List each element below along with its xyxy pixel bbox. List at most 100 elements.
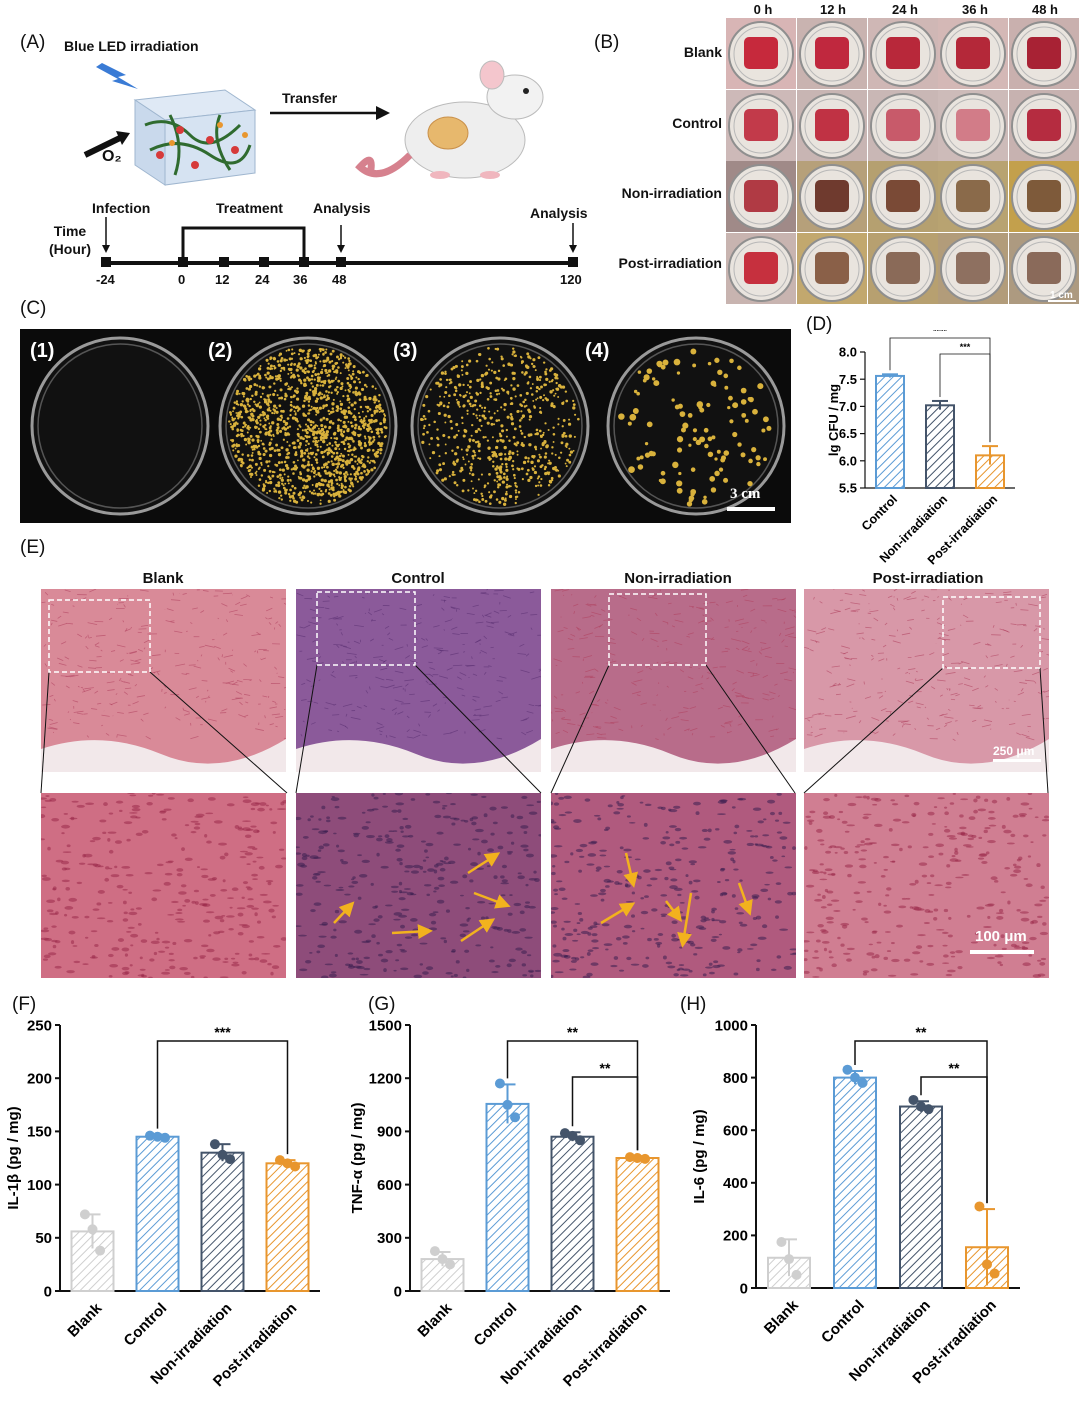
- lightning-icon: [96, 63, 138, 89]
- y-tick-label: 7.5: [839, 372, 857, 387]
- bar-non-irradiation: [200, 1151, 245, 1292]
- significance-label: **: [600, 1060, 611, 1076]
- tick-48: 48: [332, 272, 347, 287]
- data-point: [575, 1135, 586, 1146]
- y-tick-label: 900: [377, 1124, 402, 1141]
- y-tick-label: 100: [27, 1177, 52, 1194]
- wound-photo-blank-48-h: [1009, 18, 1080, 89]
- wound-photo-control-24-h: [867, 89, 938, 161]
- y-tick-label: 600: [377, 1177, 402, 1194]
- data-point: [791, 1269, 802, 1280]
- panel-d-label: (D): [806, 314, 833, 335]
- wound-photo-grid: [726, 18, 1080, 304]
- x-tick-label-control: Control: [818, 1297, 868, 1347]
- o2-label: O₂: [102, 148, 122, 165]
- data-point: [225, 1154, 236, 1165]
- wound-photo-non-irradiation-0-h: [726, 161, 796, 232]
- y-axis-label: lg CFU / mg: [826, 384, 841, 456]
- y-tick-label: 600: [723, 1122, 748, 1139]
- data-point: [87, 1224, 98, 1235]
- wound-photo-blank-0-h: [726, 18, 796, 89]
- analysis-label-1: Analysis: [313, 200, 371, 216]
- he-zoom-post-irradiation: [804, 793, 1049, 978]
- y-tick-label: 1200: [369, 1070, 402, 1087]
- data-point: [217, 1149, 228, 1160]
- time-header-2: 24 h: [891, 2, 918, 17]
- panel-e-label: (E): [20, 537, 46, 558]
- pointer-arrow: [623, 852, 639, 888]
- wound-photo-non-irradiation-48-h: [1009, 161, 1080, 232]
- pointer-arrow: [665, 900, 683, 922]
- panel-e-scale-top-bar: [993, 759, 1041, 762]
- he-title-control: Control: [391, 570, 445, 587]
- panel-e-scale-bottom: 100 μm: [975, 928, 1027, 945]
- significance-label: **: [567, 1024, 578, 1040]
- chart-g: 0 300 600 900 1200 1500 TNF-α (pg / mg) Blank Co…: [349, 1017, 670, 1390]
- significance-label: **: [916, 1024, 927, 1040]
- bar-post-irradiation: [615, 1157, 660, 1292]
- y-tick-label: 1500: [369, 1017, 402, 1034]
- data-point: [908, 1094, 919, 1105]
- mouse-icon: [355, 60, 544, 179]
- data-point: [784, 1254, 794, 1265]
- he-overview-blank: [41, 589, 286, 772]
- pointer-arrow: [737, 882, 753, 916]
- data-point: [95, 1245, 106, 1256]
- agar-plate-4: [606, 336, 786, 516]
- timeline-axis: [101, 217, 578, 267]
- he-zoom-blank: [41, 793, 286, 978]
- significance-label: ***: [214, 1024, 231, 1040]
- data-point: [857, 1077, 868, 1088]
- x-tick-label-blank: Blank: [761, 1296, 802, 1337]
- data-point: [850, 1072, 860, 1083]
- pointer-arrow: [677, 892, 693, 948]
- wound-photo-post-irradiation-36-h: [938, 232, 1009, 304]
- data-point: [974, 1201, 985, 1212]
- y-tick-label: 0: [44, 1283, 52, 1300]
- y-tick-label: 800: [723, 1070, 748, 1087]
- time-header-1: 12 h: [819, 2, 846, 17]
- wound-photo-post-irradiation-24-h: [867, 232, 938, 304]
- wound-row-label-control: Control: [672, 115, 722, 131]
- plates-photo: [20, 329, 791, 523]
- wound-photo-blank-24-h: [867, 18, 938, 89]
- bar-control: [875, 374, 905, 490]
- y-tick-label: 50: [35, 1230, 52, 1247]
- panel-e-scale-bottom-bar: [970, 950, 1034, 954]
- significance-bracket: [939, 353, 991, 443]
- bar-control: [485, 1102, 530, 1292]
- panel-f-label: (F): [12, 994, 37, 1015]
- panel-c-scale-bar: [727, 507, 775, 511]
- he-title-blank: Blank: [142, 570, 184, 587]
- data-point: [502, 1099, 513, 1110]
- y-tick-label: 400: [723, 1175, 748, 1192]
- pointer-arrow: [473, 891, 511, 909]
- y-axis-label: TNF-α (pg / mg): [349, 1103, 366, 1214]
- data-point: [445, 1259, 456, 1270]
- plate-label-3: (3): [393, 340, 418, 362]
- chart-d: 5.56.06.57.07.58.0lg CFU / mgControlNon-…: [826, 330, 1015, 567]
- tick-0: 0: [178, 272, 186, 287]
- he-overview-non-irradiation: [551, 589, 796, 772]
- tick-120: 120: [560, 272, 582, 287]
- x-tick-label-control: Control: [859, 492, 900, 533]
- significance-label: **: [949, 1060, 960, 1076]
- data-point: [290, 1161, 301, 1172]
- tick--24: -24: [96, 272, 115, 287]
- analysis-label-2: Analysis: [530, 205, 588, 221]
- chart-f: 0 50 100 150 200 250 IL-1β (pg / mg) Blank Contr…: [5, 1017, 320, 1390]
- tick-36: 36: [293, 272, 308, 287]
- x-tick-label-blank: Blank: [64, 1299, 105, 1340]
- time-label: Time (Hour): [49, 223, 91, 257]
- data-point: [916, 1101, 926, 1112]
- data-point: [209, 1139, 220, 1150]
- agar-plate-3: [410, 336, 590, 516]
- data-point: [160, 1132, 171, 1143]
- he-zoom-control: [296, 793, 541, 978]
- y-tick-label: 8.0: [839, 345, 857, 360]
- data-point: [982, 1259, 992, 1270]
- plate-label-1: (1): [30, 340, 55, 362]
- bar-non-irradiation: [925, 404, 955, 490]
- time-header-0: 0 h: [753, 2, 773, 17]
- wound-photo-post-irradiation-48-h: [1009, 232, 1080, 304]
